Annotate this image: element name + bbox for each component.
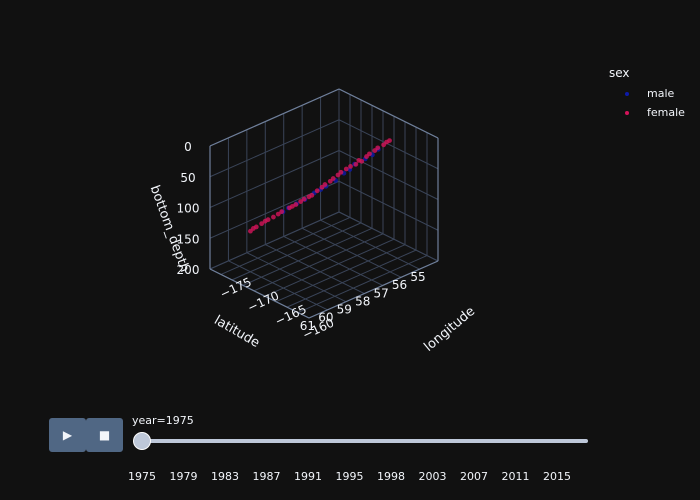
slider-tick-1995[interactable]: 1995 [335,470,364,483]
year-slider-handle[interactable] [133,432,151,450]
point-female-22 [265,217,271,223]
point-female-34 [384,139,389,145]
y-axis-title: latitude [211,313,262,351]
year-slider-track[interactable] [137,439,588,443]
z-axis-title: bottom_depth [147,183,192,274]
grid-line [338,211,439,262]
grid-line [275,244,406,303]
cube-edge [209,88,340,147]
cube-edge [308,260,439,319]
point-female-28 [293,202,299,207]
y-tick-59: 59 [337,303,352,317]
grid-line [209,119,340,178]
point-female-33 [250,226,256,231]
slider-tick-2015[interactable]: 2015 [543,470,571,483]
y-tick-55: 55 [410,270,425,284]
grid-line [265,244,365,295]
legend-label-male: male [647,87,675,100]
axis-grid [209,88,439,319]
point-female-13 [271,214,276,220]
legend-label-female: female [647,106,685,119]
z-tick-0: 0 [184,140,192,154]
grid-line [286,249,417,308]
point-female-30 [353,161,359,167]
point-female-26 [327,178,333,184]
y-tick-58: 58 [355,294,370,308]
grid-line [338,180,439,231]
grid-line [246,252,347,303]
grid-line [301,227,402,278]
slider-tick-1987[interactable]: 1987 [252,470,281,483]
data-points [248,138,392,234]
slider-tick-1998[interactable]: 1998 [377,470,405,483]
stop-button[interactable]: ■ [86,418,123,452]
x-axis-title: longitude [421,304,478,355]
grid-line [209,150,340,208]
slider-tick-1975[interactable]: 1975 [128,470,156,483]
grid-line [264,238,395,297]
grid-line [220,216,351,275]
z-tick-150: 150 [177,232,200,246]
z-tick-50: 50 [180,171,195,185]
slider-tick-1979[interactable]: 1979 [169,470,198,483]
legend-item-female[interactable]: female [620,106,685,119]
grid-line [209,211,340,270]
play-button[interactable]: ▶ [49,418,86,452]
point-female-12 [279,209,285,215]
grid-line [228,260,328,311]
slider-tick-1983[interactable]: 1983 [211,470,239,483]
z-tick-200: 200 [177,263,200,277]
point-female-10 [298,199,304,204]
slider-tick-2003[interactable]: 2003 [418,470,447,483]
slider-current-label: year=1975 [132,414,194,427]
point-female-17 [367,151,372,157]
legend-marker-male [625,91,629,96]
y-tick-57: 57 [374,286,389,300]
legend-item-male[interactable]: male [620,87,674,100]
slider-tick-2007[interactable]: 2007 [460,470,488,483]
grid-line [338,150,439,200]
grid-line [231,222,362,281]
y-tick-56: 56 [392,278,407,292]
slider-tick-2011[interactable]: 2011 [501,470,530,483]
legend-marker-female [625,110,629,115]
point-female-31 [319,184,325,190]
grid-line [338,119,439,170]
point-female-8 [314,188,320,194]
grid-line [253,233,384,292]
grid-line [283,235,383,286]
slider-tick-1991[interactable]: 1991 [294,470,322,483]
point-female-4 [348,163,353,169]
point-female-20 [309,192,315,198]
z-tick-100: 100 [177,202,200,216]
grid-line [320,219,420,270]
point-female-27 [301,196,307,202]
cube-edge [338,88,439,139]
y-tick-60: 60 [318,311,333,325]
point-female-29 [259,221,265,227]
point-female-18 [359,158,365,164]
x-tick--170: −170 [245,288,281,315]
point-female-21 [287,205,292,211]
cube-edge [209,268,310,319]
y-tick-61: 61 [300,319,315,333]
legend-title: sex [609,66,630,80]
x-tick--175: −175 [218,275,254,302]
point-female-23 [375,145,381,151]
point-female-32 [275,211,281,217]
grid-line [242,227,373,286]
point-female-25 [343,166,349,172]
point-female-19 [335,172,341,178]
grid-line [297,255,428,314]
